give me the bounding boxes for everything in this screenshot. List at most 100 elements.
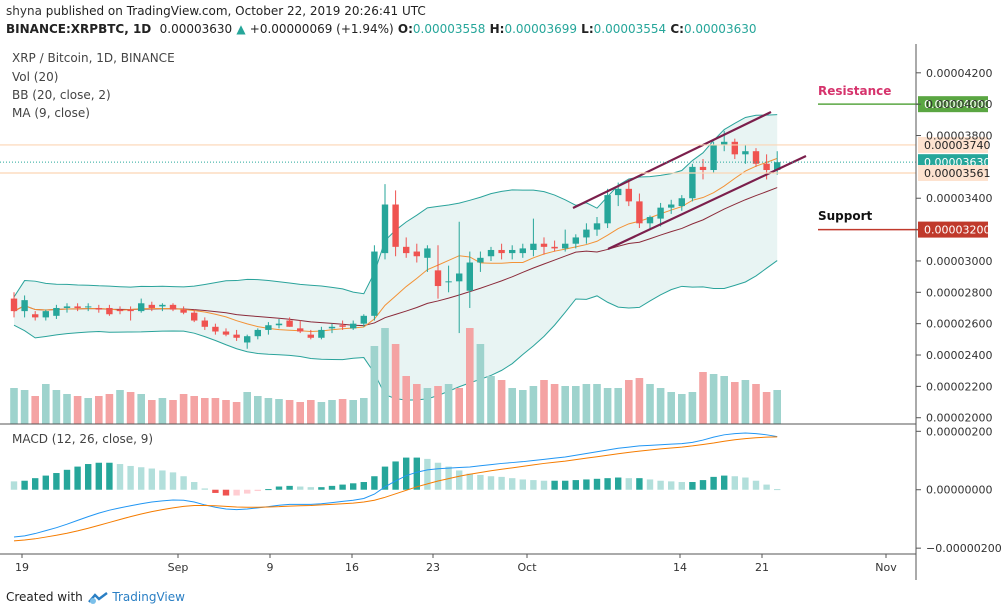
candle-body — [85, 306, 92, 308]
volume-bar — [285, 400, 294, 424]
symbol-quote: BINANCE:XRPBTC, 1D 0.00003630 ▲ +0.00000… — [6, 22, 756, 36]
macd-histogram-bar — [752, 480, 760, 490]
candle-body — [774, 162, 781, 171]
macd-histogram-bar — [169, 472, 177, 490]
volume-bar — [614, 388, 622, 424]
time-tick-label: 21 — [755, 561, 769, 574]
candle-body — [752, 151, 760, 164]
macd-histogram-bar — [498, 476, 505, 490]
time-tick-label: 23 — [426, 561, 440, 574]
candle-body — [275, 323, 283, 326]
price-tick-label: 0.00003800 — [926, 130, 992, 143]
macd-histogram-bar — [307, 487, 314, 490]
price-tick-label: 0.00003400 — [926, 192, 992, 205]
volume-bar — [232, 402, 241, 424]
macd-histogram-bar — [148, 468, 155, 490]
candle-body — [307, 334, 314, 338]
candle-body — [127, 309, 134, 312]
tradingview-brand[interactable]: TradingView — [112, 590, 185, 604]
volume-bar — [20, 390, 29, 424]
macd-histogram-bar — [339, 484, 346, 490]
volume-bar — [63, 394, 71, 424]
high-value: 0.00003699 — [504, 22, 577, 36]
candle-body — [445, 281, 452, 283]
candle-body — [116, 309, 124, 312]
macd-tick-label: 0.00000200 — [926, 425, 992, 438]
volume-bar — [476, 344, 485, 424]
macd-line — [13, 432, 778, 538]
price-tick-label: 0.00004000 — [926, 98, 992, 111]
candle-body — [509, 249, 516, 254]
macd-histogram-bar — [434, 462, 442, 490]
price-tick-label: 0.00002800 — [926, 286, 992, 299]
macd-histogram-bar — [721, 475, 728, 490]
candle-body — [350, 323, 357, 329]
macd-histogram-bar — [689, 482, 696, 490]
candle-body — [254, 329, 261, 337]
volume-bars — [10, 328, 781, 424]
volume-bar — [466, 328, 474, 424]
macd-histogram-bar — [403, 457, 410, 490]
close-label: C: — [670, 22, 684, 36]
volume-bar — [741, 380, 750, 424]
volume-bar — [307, 400, 315, 424]
volume-bar — [179, 394, 188, 424]
volume-bar — [73, 396, 82, 424]
footer: Created with TradingView — [6, 590, 185, 605]
volume-bar — [646, 384, 654, 424]
open-label: O: — [397, 22, 413, 36]
price-label-box — [918, 96, 988, 113]
volume-bar — [656, 388, 665, 424]
candle-body — [360, 315, 367, 324]
volume-bar — [540, 380, 548, 424]
volume-bar — [211, 398, 220, 424]
axes: 0.00004200 0.00004000 0.00003800 0.00003400… — [0, 44, 1002, 580]
candle-body — [74, 306, 81, 308]
candle-body — [413, 251, 420, 257]
price-chart[interactable]: 0.000040000.000037400.000036300.00003561… — [0, 44, 1006, 580]
candle-body — [604, 195, 611, 224]
macd-histogram-bar — [593, 478, 601, 490]
macd-histogram-bar — [10, 481, 18, 490]
macd-histogram-bar — [254, 489, 261, 492]
macd-histogram-bar — [21, 480, 28, 490]
candle-body — [212, 326, 219, 332]
volume-bar — [455, 388, 463, 424]
legend-vol: Vol (20) — [12, 70, 58, 84]
candle-body — [636, 201, 643, 224]
legend-title: XRP / Bitcoin, 1D, BINANCE — [12, 51, 175, 65]
candle-body — [477, 257, 484, 263]
high-label: H: — [489, 22, 505, 36]
publish-info: shyna published on TradingView.com, Octo… — [6, 4, 426, 18]
macd-histogram-bar — [297, 486, 304, 490]
volume-bar — [709, 374, 718, 424]
volume-bar — [678, 394, 686, 424]
candlesticks — [10, 130, 781, 349]
publisher-name[interactable]: shyna — [6, 4, 42, 18]
time-tick-label: Oct — [517, 561, 537, 574]
candle-body — [562, 243, 569, 249]
volume-bar — [625, 380, 633, 424]
candle-body — [328, 326, 336, 329]
macd-histogram-bar — [466, 473, 473, 490]
candle-body — [668, 204, 675, 208]
macd-histogram-bar — [424, 458, 431, 490]
volume-bar — [31, 396, 39, 424]
candle-body — [593, 223, 601, 230]
candle-body — [466, 262, 473, 291]
candle-body — [159, 304, 166, 307]
symbol-label: BINANCE:XRPBTC, 1D — [6, 22, 152, 36]
price-tick-label: 0.00002200 — [926, 380, 992, 393]
volume-bar — [529, 386, 538, 424]
macd-histogram-bar — [487, 476, 495, 490]
volume-bar — [296, 402, 304, 424]
candle-body — [42, 311, 49, 318]
macd-histogram-bar — [222, 489, 230, 496]
candle-body — [487, 249, 495, 257]
last-price: 0.00003630 — [159, 22, 233, 36]
macd-histogram-bar — [530, 480, 537, 490]
volume-bar — [370, 346, 379, 424]
candle-body — [106, 307, 113, 315]
volume-bar — [126, 392, 135, 424]
macd-legend: MACD (12, 26, close, 9) — [12, 432, 153, 446]
